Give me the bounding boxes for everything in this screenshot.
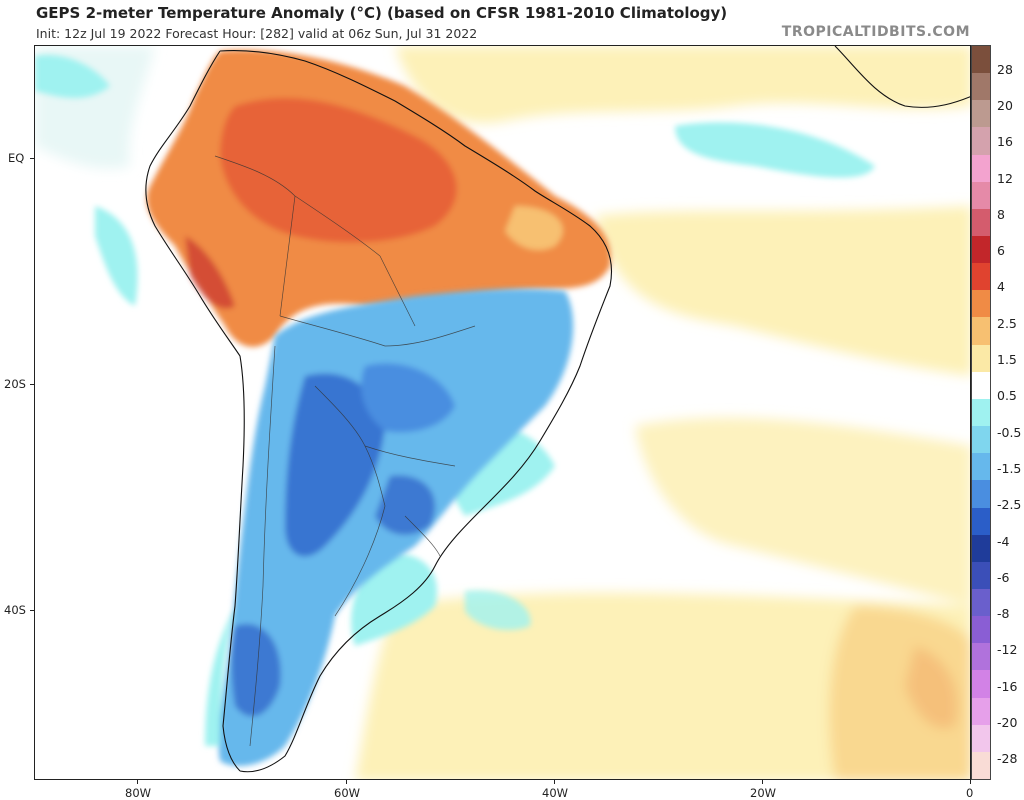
colorbar-swatch bbox=[972, 670, 990, 699]
lon-tick bbox=[137, 780, 138, 784]
lon-label-40w: 40W bbox=[542, 786, 569, 800]
colorbar-swatch bbox=[972, 371, 990, 400]
colorbar-swatch bbox=[972, 317, 990, 346]
colorbar-swatch bbox=[972, 127, 990, 156]
colorbar-swatch bbox=[972, 480, 990, 508]
lat-tick bbox=[30, 610, 34, 611]
colorbar-swatch bbox=[972, 453, 990, 481]
cool-ocean-anomalies bbox=[35, 55, 875, 646]
colorbar-tick-label: 4 bbox=[997, 279, 1005, 295]
colorbar-tick-label: 28 bbox=[997, 61, 1013, 77]
lon-tick bbox=[346, 780, 347, 784]
colorbar-swatch bbox=[972, 290, 990, 318]
colorbar-tick-label: 0.5 bbox=[997, 388, 1017, 404]
lat-label-20s: 20S bbox=[4, 377, 26, 391]
colorbar-swatch bbox=[972, 181, 990, 210]
lat-label-eq: EQ bbox=[8, 151, 25, 165]
cold-land-anomalies bbox=[205, 288, 574, 766]
colorbar-tick-label: 8 bbox=[997, 206, 1005, 222]
colorbar-swatch bbox=[972, 751, 990, 780]
ocean-anomaly-fields bbox=[35, 46, 970, 779]
colorbar-swatch bbox=[972, 154, 990, 183]
colorbar-tick-label: -16 bbox=[997, 678, 1018, 694]
lat-tick bbox=[30, 158, 34, 159]
map-subtitle: Init: 12z Jul 19 2022 Forecast Hour: [28… bbox=[36, 26, 478, 41]
colorbar-tick-label: -1.5 bbox=[997, 460, 1022, 476]
colorbar-swatch bbox=[972, 398, 990, 427]
colorbar-swatch bbox=[972, 236, 990, 264]
colorbar-swatch bbox=[972, 208, 990, 237]
colorbar-swatch bbox=[972, 697, 990, 726]
colorbar-tick-label: -2.5 bbox=[997, 497, 1022, 513]
lon-tick bbox=[554, 780, 555, 784]
lon-label-60w: 60W bbox=[334, 786, 361, 800]
colorbar-swatch bbox=[972, 643, 990, 671]
colorbar-tick-label: -28 bbox=[997, 751, 1018, 767]
colorbar-swatch bbox=[972, 724, 990, 753]
colorbar-tick-label: -12 bbox=[997, 642, 1018, 658]
colorbar-swatch bbox=[972, 507, 990, 536]
map-panel bbox=[34, 45, 971, 780]
colorbar-swatch bbox=[972, 588, 990, 617]
lon-tick bbox=[762, 780, 763, 784]
colorbar-tick-label: -4 bbox=[997, 533, 1010, 549]
colorbar-tick-label: 1.5 bbox=[997, 352, 1017, 368]
colorbar-swatch bbox=[972, 616, 990, 644]
colorbar-tick-label: 12 bbox=[997, 170, 1013, 186]
lon-label-20w: 20W bbox=[750, 786, 777, 800]
country-borders bbox=[214, 155, 476, 747]
colorbar-swatch bbox=[972, 426, 990, 454]
colorbar-tick-label: 6 bbox=[997, 243, 1005, 259]
colorbar-tick-label: -8 bbox=[997, 606, 1010, 622]
colorbar-tick-label: -6 bbox=[997, 569, 1010, 585]
anomaly-map bbox=[35, 46, 970, 779]
colorbar-swatch bbox=[972, 46, 990, 74]
colorbar-swatch bbox=[972, 534, 990, 563]
map-title: GEPS 2-meter Temperature Anomaly (°C) (b… bbox=[36, 4, 728, 22]
colorbar-swatch bbox=[972, 100, 990, 128]
colorbar-tick-label: 20 bbox=[997, 98, 1013, 114]
coastlines bbox=[145, 46, 970, 773]
colorbar-swatch bbox=[972, 561, 990, 590]
colorbar-swatch bbox=[972, 73, 990, 101]
colorbar-tick-label: -0.5 bbox=[997, 424, 1022, 440]
colorbar-swatch bbox=[972, 344, 990, 373]
colorbar-tick-label: 2.5 bbox=[997, 315, 1017, 331]
lat-tick bbox=[30, 384, 34, 385]
colorbar bbox=[971, 45, 991, 780]
lon-label-80w: 80W bbox=[125, 786, 152, 800]
colorbar-tick-label: -20 bbox=[997, 714, 1018, 730]
brand-watermark: TROPICALTIDBITS.COM bbox=[781, 24, 970, 40]
lat-label-40s: 40S bbox=[4, 603, 26, 617]
colorbar-tick-label: 16 bbox=[997, 134, 1013, 150]
warm-land-anomalies bbox=[146, 49, 611, 347]
colorbar-swatch bbox=[972, 263, 990, 291]
lon-tick bbox=[970, 780, 971, 784]
lon-label-0: 0 bbox=[966, 786, 974, 800]
